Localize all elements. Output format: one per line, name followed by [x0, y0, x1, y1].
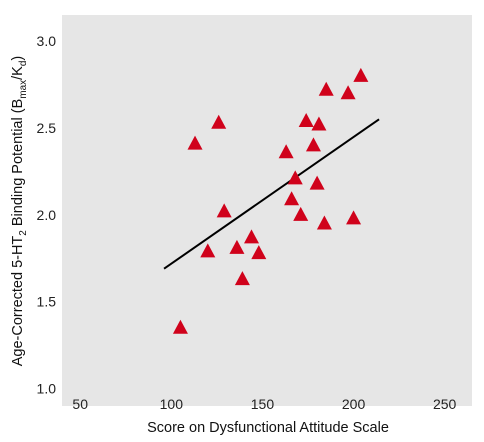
data-point-triangle: [293, 206, 309, 221]
data-point-triangle: [340, 85, 356, 100]
x-tick-label: 100: [160, 396, 184, 412]
data-point-triangle: [187, 135, 203, 150]
y-tick-label: 2.0: [37, 207, 57, 223]
x-tick-label: 250: [433, 396, 457, 412]
data-point-triangle: [211, 114, 227, 129]
data-point-triangle: [284, 191, 300, 206]
data-point-triangle: [309, 175, 325, 190]
y-title-sub-max: max: [18, 80, 29, 99]
data-point-triangle: [200, 243, 216, 258]
data-point-triangle: [311, 116, 327, 131]
x-axis-title: Score on Dysfunctional Attitude Scale: [147, 420, 389, 436]
y-title-mid: Binding Potential (B: [10, 99, 26, 230]
data-point-triangle: [216, 203, 232, 218]
data-point-triangle: [305, 137, 321, 152]
y-title-slash: /K: [10, 66, 26, 80]
data-point-triangle: [234, 271, 250, 286]
y-axis-title: Age-Corrected 5-HT2 Binding Potential (B…: [10, 56, 29, 367]
x-axis-ticks: 50 100 150 200 250: [72, 396, 456, 412]
y-title-sub-d: d: [18, 61, 29, 67]
x-tick-label: 200: [342, 396, 366, 412]
plot-background: [62, 15, 472, 406]
y-title-pre: Age-Corrected 5-HT: [10, 236, 26, 367]
data-point-triangle: [353, 67, 369, 82]
data-point-triangle: [316, 215, 332, 230]
data-point-triangle: [172, 319, 188, 334]
y-tick-label: 3.0: [37, 33, 57, 49]
data-point-triangle: [229, 239, 245, 254]
data-point-triangle: [244, 229, 260, 244]
data-point-triangle: [346, 210, 362, 225]
data-point-triangle: [298, 113, 314, 128]
y-axis-ticks: 1.0 1.5 2.0 2.5 3.0: [37, 33, 57, 397]
y-tick-label: 1.0: [37, 381, 57, 397]
data-points: [172, 67, 369, 334]
data-point-triangle: [318, 81, 334, 96]
data-point-triangle: [287, 170, 303, 185]
y-title-post: ): [10, 56, 26, 61]
data-point-triangle: [251, 245, 267, 260]
x-tick-label: 50: [72, 396, 88, 412]
x-tick-label: 150: [251, 396, 275, 412]
y-tick-label: 1.5: [37, 294, 57, 310]
y-title-sub-2: 2: [18, 230, 29, 236]
regression-line: [163, 118, 380, 270]
y-tick-label: 2.5: [37, 120, 57, 136]
data-point-triangle: [278, 144, 294, 159]
